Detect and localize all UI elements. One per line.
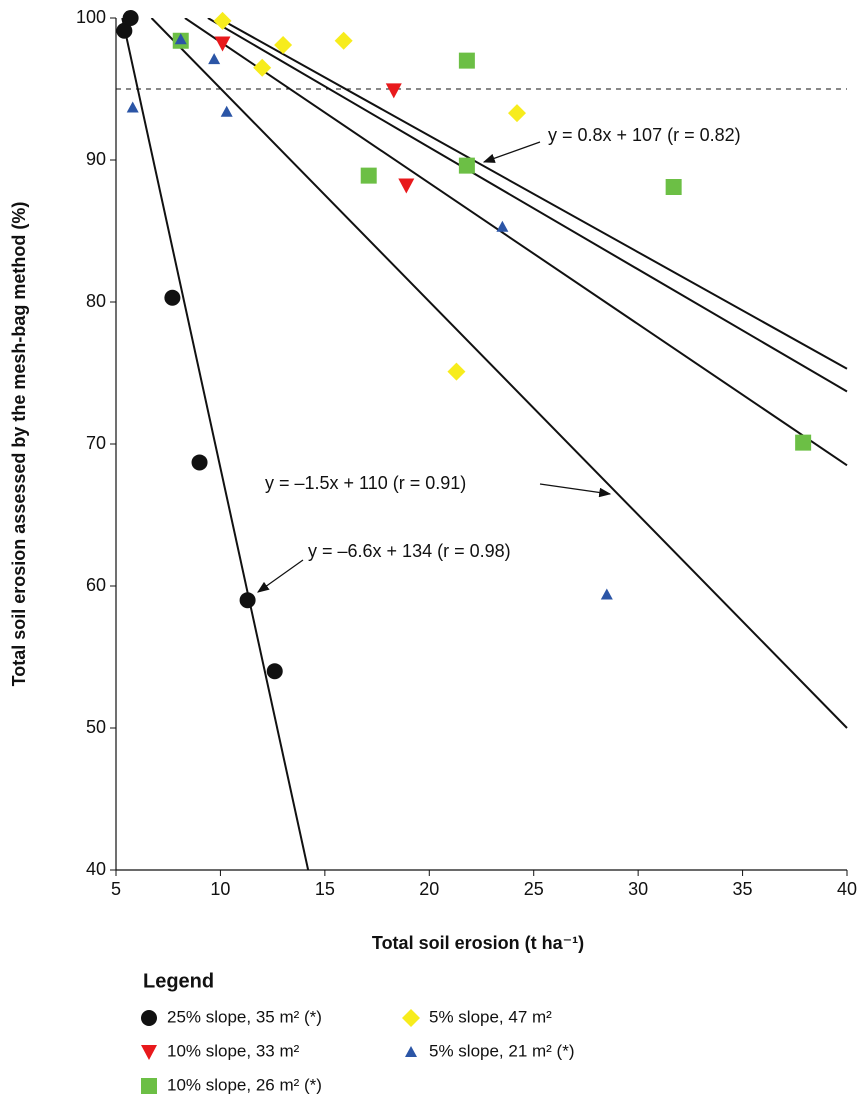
point (458, 157, 475, 174)
fit-line (150, 18, 848, 729)
legend-title: Legend (143, 970, 214, 992)
legend-label: 5% slope, 47 m² (429, 1007, 552, 1026)
x-tick-label: 40 (837, 879, 857, 899)
annotation-arrow (257, 559, 304, 593)
fit-line (217, 18, 848, 370)
point (496, 220, 509, 232)
point (174, 33, 187, 45)
point (360, 167, 377, 184)
x-tick-label: 25 (524, 879, 544, 899)
point (213, 11, 232, 30)
x-tick-label: 10 (210, 879, 230, 899)
point (385, 83, 402, 99)
point (253, 58, 272, 77)
point (274, 35, 293, 54)
y-tick-label: 100 (76, 7, 106, 27)
fit-line (207, 18, 848, 393)
annotation: y = –6.6x + 134 (r = 0.98) (308, 541, 511, 561)
point (122, 10, 139, 26)
x-tick-label: 20 (419, 879, 439, 899)
legend-marker (405, 1046, 417, 1057)
point (164, 289, 181, 306)
point (126, 101, 139, 113)
fit-line (184, 18, 848, 467)
point (208, 53, 221, 65)
point (447, 362, 466, 381)
annotation: y = 0.8x + 107 (r = 0.82) (548, 125, 741, 145)
point (665, 178, 682, 195)
legend-label: 10% slope, 26 m² (*) (167, 1075, 322, 1094)
x-tick-label: 5 (111, 879, 121, 899)
point (214, 36, 231, 52)
y-tick-label: 60 (86, 575, 106, 595)
legend-marker (402, 1009, 420, 1027)
point (220, 105, 233, 117)
x-tick-label: 30 (628, 879, 648, 899)
y-tick-label: 40 (86, 859, 106, 879)
point (239, 592, 256, 609)
x-axis-title: Total soil erosion (t ha⁻¹) (372, 933, 584, 953)
x-tick-label: 15 (315, 879, 335, 899)
legend-marker (141, 1045, 157, 1060)
annotation-arrow (482, 141, 541, 163)
point (334, 31, 353, 50)
legend-marker (141, 1010, 157, 1026)
fit-line (121, 18, 310, 870)
y-tick-label: 70 (86, 433, 106, 453)
y-tick-label: 90 (86, 149, 106, 169)
legend-marker (141, 1078, 157, 1094)
point (795, 434, 812, 451)
legend-label: 5% slope, 21 m² (*) (429, 1041, 575, 1060)
y-tick-label: 80 (86, 291, 106, 311)
legend-label: 10% slope, 33 m² (167, 1041, 300, 1060)
x-tick-label: 35 (733, 879, 753, 899)
legend-label: 25% slope, 35 m² (*) (167, 1007, 322, 1026)
point (398, 178, 415, 194)
point (458, 52, 475, 69)
y-tick-label: 50 (86, 717, 106, 737)
point (116, 22, 133, 39)
annotation-arrow (539, 483, 612, 498)
point (600, 588, 613, 600)
annotation: y = –1.5x + 110 (r = 0.91) (265, 473, 466, 493)
point (266, 663, 283, 680)
y-axis-title: Total soil erosion assessed by the mesh-… (9, 202, 29, 687)
point (191, 454, 208, 471)
point (508, 104, 527, 123)
